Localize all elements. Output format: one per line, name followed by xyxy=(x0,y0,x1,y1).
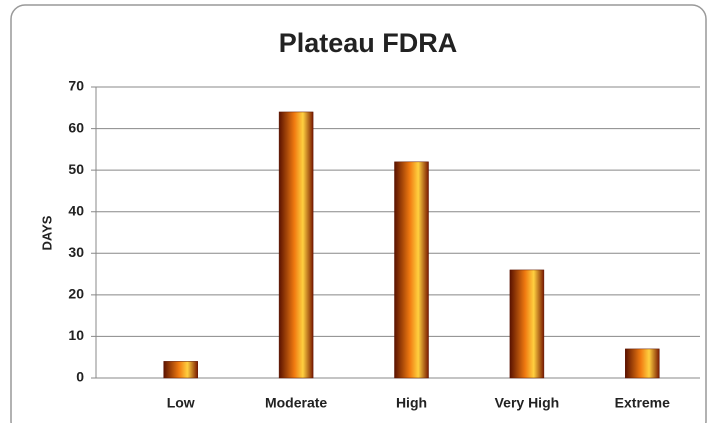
y-tick-label: 10 xyxy=(68,327,84,343)
x-tick-label: Very High xyxy=(495,395,560,411)
chart-frame xyxy=(10,4,707,423)
y-tick-label: 20 xyxy=(68,286,84,302)
y-tick-label: 60 xyxy=(68,119,84,135)
x-tick-label: High xyxy=(396,395,427,411)
x-tick-label: Moderate xyxy=(265,395,327,411)
bar xyxy=(625,348,660,379)
bar xyxy=(394,161,429,379)
y-tick-label: 0 xyxy=(76,369,84,385)
y-tick-label: 30 xyxy=(68,244,84,260)
bar xyxy=(509,269,545,379)
bar xyxy=(278,111,314,379)
x-tick-label: Extreme xyxy=(615,395,670,411)
y-tick-label: 50 xyxy=(68,161,84,177)
y-tick-label: 70 xyxy=(68,78,84,94)
bar xyxy=(163,361,198,379)
y-axis-label: DAYS xyxy=(39,215,54,250)
x-tick-label: Low xyxy=(167,395,195,411)
chart-title: Plateau FDRA xyxy=(279,28,458,58)
y-tick-label: 40 xyxy=(68,202,84,218)
